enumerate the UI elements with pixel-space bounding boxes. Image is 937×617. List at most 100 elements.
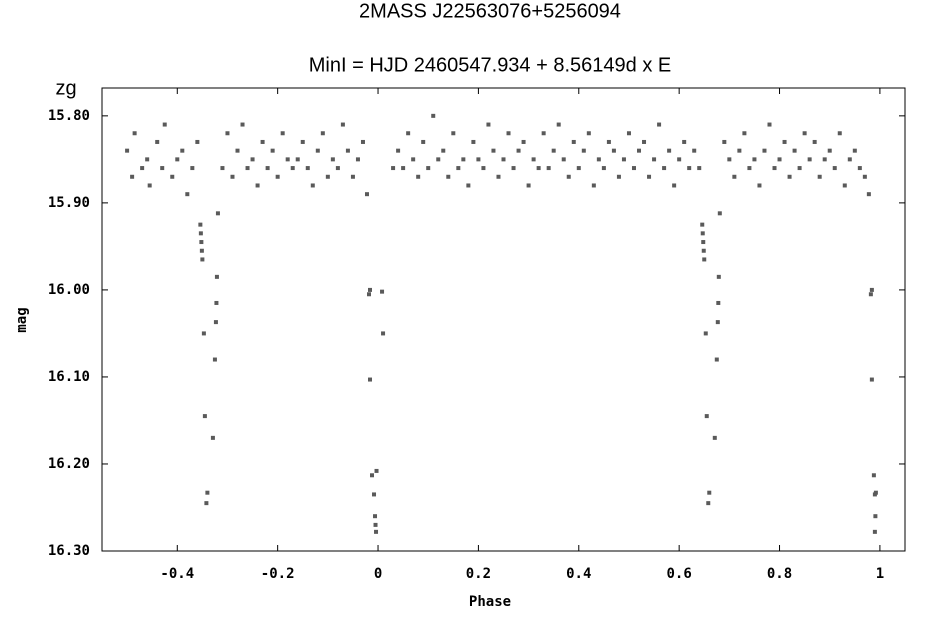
data-point bbox=[762, 148, 767, 153]
data-point bbox=[491, 148, 496, 153]
data-point bbox=[198, 231, 203, 236]
data-point bbox=[155, 139, 160, 144]
data-point bbox=[606, 139, 611, 144]
data-point bbox=[857, 166, 862, 171]
y-tick-label: 16.20 bbox=[48, 456, 90, 472]
data-point bbox=[642, 139, 647, 144]
chart-title: 2MASS J22563076+5256094 bbox=[359, 0, 621, 22]
data-point bbox=[787, 174, 792, 179]
data-point bbox=[782, 139, 787, 144]
data-point bbox=[147, 183, 152, 188]
data-point bbox=[551, 148, 556, 153]
data-point bbox=[200, 257, 205, 262]
data-point bbox=[364, 192, 369, 197]
data-point bbox=[637, 148, 642, 153]
data-point bbox=[260, 139, 265, 144]
data-point bbox=[812, 139, 817, 144]
data-point bbox=[847, 157, 852, 162]
data-point bbox=[214, 274, 219, 279]
data-point bbox=[285, 157, 290, 162]
data-point bbox=[546, 166, 551, 171]
data-point bbox=[611, 148, 616, 153]
data-point bbox=[145, 157, 150, 162]
data-point bbox=[366, 292, 371, 297]
data-point bbox=[325, 174, 330, 179]
data-point bbox=[162, 122, 167, 127]
data-point bbox=[381, 331, 386, 336]
data-point bbox=[862, 174, 867, 179]
x-tick-label: 0.6 bbox=[667, 566, 692, 582]
data-point bbox=[201, 331, 206, 336]
data-point bbox=[315, 148, 320, 153]
data-point bbox=[871, 473, 876, 478]
data-point bbox=[240, 122, 245, 127]
y-tick-label: 16.30 bbox=[48, 543, 90, 559]
data-point bbox=[416, 174, 421, 179]
data-point bbox=[511, 166, 516, 171]
data-point bbox=[706, 501, 711, 506]
data-point bbox=[198, 222, 203, 227]
data-point bbox=[212, 357, 217, 362]
data-point bbox=[345, 148, 350, 153]
data-point bbox=[330, 157, 335, 162]
data-point bbox=[175, 157, 180, 162]
data-point bbox=[677, 157, 682, 162]
data-point bbox=[335, 166, 340, 171]
data-point bbox=[591, 183, 596, 188]
data-point bbox=[210, 435, 215, 440]
data-point bbox=[451, 131, 456, 136]
data-point bbox=[265, 166, 270, 171]
data-point bbox=[350, 174, 355, 179]
data-point bbox=[581, 148, 586, 153]
x-tick-label: 0.2 bbox=[466, 566, 491, 582]
data-point bbox=[180, 148, 185, 153]
data-point bbox=[125, 148, 130, 153]
data-point bbox=[712, 435, 717, 440]
data-point bbox=[742, 131, 747, 136]
x-tick-label: 0 bbox=[374, 566, 382, 582]
x-tick-label: -0.2 bbox=[261, 566, 295, 582]
data-point bbox=[869, 287, 874, 292]
data-point bbox=[869, 377, 874, 382]
data-point bbox=[586, 131, 591, 136]
data-point bbox=[486, 122, 491, 127]
data-point bbox=[360, 139, 365, 144]
x-tick-label: 0.8 bbox=[767, 566, 792, 582]
x-tick-label: -0.4 bbox=[160, 566, 194, 582]
data-point bbox=[652, 157, 657, 162]
data-point bbox=[340, 122, 345, 127]
data-point bbox=[275, 174, 280, 179]
data-point bbox=[832, 166, 837, 171]
data-point bbox=[245, 166, 250, 171]
data-point bbox=[476, 157, 481, 162]
data-point bbox=[411, 157, 416, 162]
data-point bbox=[526, 183, 531, 188]
data-point bbox=[703, 331, 708, 336]
data-point bbox=[700, 222, 705, 227]
x-tick-label: 0.4 bbox=[566, 566, 591, 582]
chart-subtitle: MinI = HJD 2460547.934 + 8.56149d x E bbox=[309, 54, 671, 76]
data-point bbox=[541, 131, 546, 136]
data-point bbox=[672, 183, 677, 188]
data-point bbox=[647, 174, 652, 179]
data-point bbox=[380, 289, 385, 294]
x-tick-label: 1 bbox=[876, 566, 884, 582]
data-point bbox=[255, 183, 260, 188]
data-point bbox=[373, 522, 378, 527]
data-point bbox=[571, 139, 576, 144]
data-point bbox=[355, 157, 360, 162]
y-tick-label: 16.00 bbox=[48, 282, 90, 298]
data-point bbox=[732, 174, 737, 179]
data-point bbox=[717, 211, 722, 216]
data-point bbox=[220, 166, 225, 171]
data-point bbox=[426, 166, 431, 171]
data-point bbox=[506, 131, 511, 136]
data-point bbox=[842, 183, 847, 188]
data-point bbox=[757, 183, 762, 188]
data-point bbox=[370, 473, 375, 478]
data-point bbox=[797, 166, 802, 171]
data-point bbox=[817, 174, 822, 179]
data-point bbox=[406, 131, 411, 136]
data-point bbox=[496, 174, 501, 179]
